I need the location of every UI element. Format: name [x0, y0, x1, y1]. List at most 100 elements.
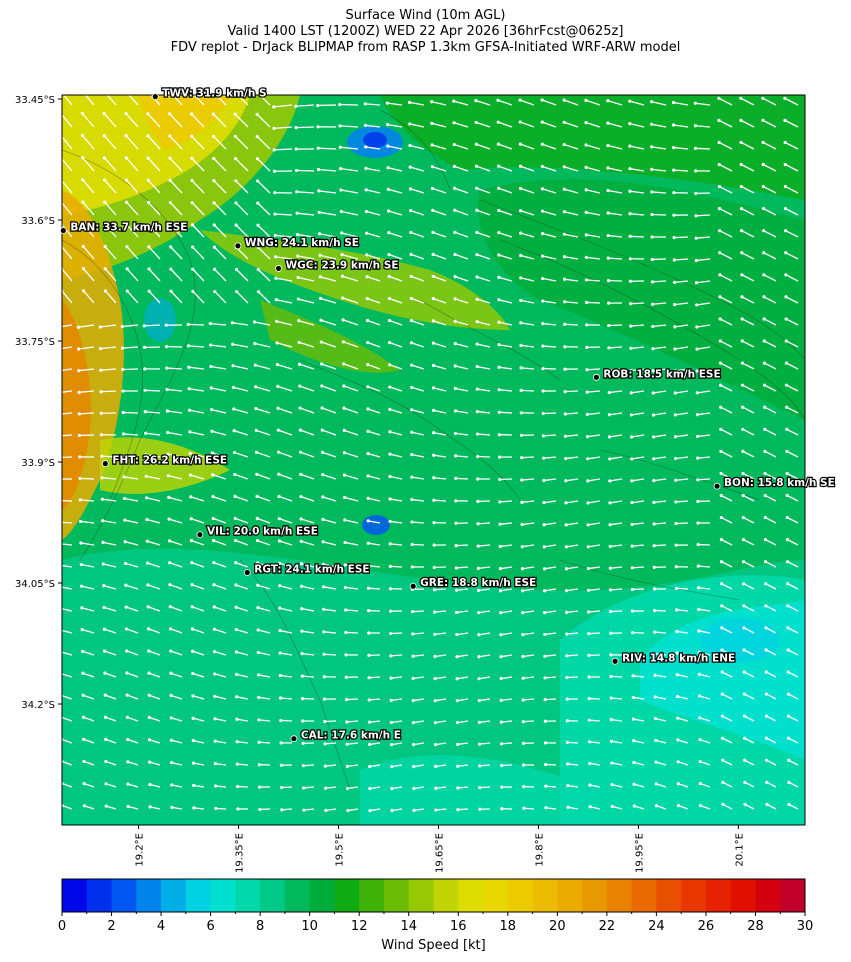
wind-vector-head: [520, 589, 525, 593]
station-marker-fht[interactable]: [101, 460, 109, 468]
wind-vector-head: [390, 808, 394, 813]
wind-vector: [475, 100, 491, 106]
wind-vector: [297, 212, 315, 216]
wind-vector: [295, 104, 315, 107]
wind-vector-head: [320, 428, 324, 432]
wind-vector-head: [77, 433, 82, 438]
wind-vector-head: [147, 267, 151, 271]
wind-vector-head: [695, 347, 699, 351]
wind-vector: [611, 718, 623, 722]
wind-vector-head: [695, 369, 699, 373]
wind-vector-head: [764, 670, 768, 674]
wind-vector: [323, 563, 337, 568]
wind-vector: [318, 190, 337, 194]
wind-vector: [413, 698, 425, 702]
wind-vector: [192, 268, 205, 282]
wind-vector: [676, 587, 689, 590]
wind-vector-head: [497, 186, 501, 190]
wind-vector-head: [787, 780, 791, 784]
station-marker-rob[interactable]: [593, 373, 600, 381]
station-marker-bon[interactable]: [713, 482, 721, 490]
wind-vector-head: [364, 209, 369, 214]
wind-vector-head: [214, 806, 218, 811]
wind-vector: [280, 674, 293, 678]
wind-vector-head: [584, 233, 588, 237]
station-marker-wgc[interactable]: [275, 265, 282, 272]
wind-vector-head: [519, 231, 523, 235]
wind-vector-head: [169, 289, 173, 293]
wind-vector: [234, 135, 249, 150]
wind-vector-head: [455, 720, 460, 725]
wind-vector: [633, 675, 645, 678]
wind-vector: [743, 671, 755, 678]
wind-vector-head: [477, 698, 481, 703]
wind-vector-head: [609, 718, 614, 722]
wind-vector-head: [454, 454, 458, 458]
wind-vector-head: [671, 100, 676, 105]
wind-vector-head: [146, 583, 150, 587]
wind-vector: [100, 390, 117, 393]
wind-vector-head: [785, 471, 789, 476]
wind-vector-head: [543, 697, 547, 702]
wind-vector-head: [126, 737, 130, 742]
wind-vector: [476, 298, 491, 304]
wind-vector-head: [59, 89, 62, 92]
wind-vector: [566, 588, 579, 592]
wind-vector: [125, 157, 139, 172]
wind-vector-head: [102, 111, 106, 116]
wind-vector: [211, 387, 227, 392]
wind-vector: [651, 123, 667, 128]
wind-vector: [343, 341, 359, 348]
wind-vector: [521, 389, 535, 392]
wind-vector-head: [340, 253, 344, 257]
wind-vector: [300, 473, 315, 480]
station-marker-ban[interactable]: [59, 227, 67, 234]
wind-vector-head: [125, 267, 129, 271]
wind-vector: [62, 368, 73, 372]
wind-vector: [698, 608, 711, 612]
wind-vector: [542, 300, 557, 304]
field-region-nw-peak: [140, 95, 230, 150]
wind-vector: [719, 274, 733, 282]
station-marker-vil[interactable]: [196, 531, 204, 539]
wind-vector: [741, 185, 755, 194]
station-marker-wng[interactable]: [234, 242, 242, 250]
wind-vector-head: [762, 273, 766, 277]
wind-vector-head: [784, 273, 788, 277]
wind-vector: [168, 496, 183, 502]
wind-vector-head: [100, 454, 104, 458]
wind-vector: [237, 95, 249, 106]
station-marker-gre[interactable]: [409, 582, 417, 590]
wind-vector-head: [212, 561, 216, 565]
wind-vector-head: [168, 223, 173, 227]
wind-vector-head: [56, 391, 59, 394]
wind-vector-head: [121, 389, 125, 393]
wind-vector-head: [211, 112, 215, 116]
wind-vector-head: [256, 606, 260, 610]
wind-vector: [522, 610, 535, 614]
station-marker-cal[interactable]: [290, 735, 298, 743]
wind-vector: [629, 168, 645, 172]
wind-vector-head: [125, 222, 129, 227]
wind-vector: [630, 346, 645, 350]
wind-vector-head: [279, 763, 283, 767]
station-marker-twv[interactable]: [151, 93, 159, 101]
wind-vector-head: [385, 101, 389, 105]
station-marker-rgt[interactable]: [243, 569, 251, 576]
wind-vector: [608, 346, 623, 349]
wind-vector-head: [431, 252, 435, 256]
wind-vector: [390, 565, 403, 568]
wind-vector: [696, 280, 711, 284]
wind-vector-head: [544, 806, 548, 810]
wind-vector: [345, 564, 359, 568]
wind-vector: [213, 517, 227, 524]
wind-vector: [235, 224, 249, 238]
wind-vector: [632, 522, 645, 526]
wind-vector-head: [299, 472, 303, 477]
wind-vector-head: [606, 166, 610, 170]
station-marker-riv[interactable]: [611, 657, 619, 665]
wind-vector-head: [190, 627, 195, 631]
wind-vector: [607, 144, 623, 150]
wind-vector-head: [190, 134, 194, 138]
wind-vector-head: [761, 184, 765, 189]
